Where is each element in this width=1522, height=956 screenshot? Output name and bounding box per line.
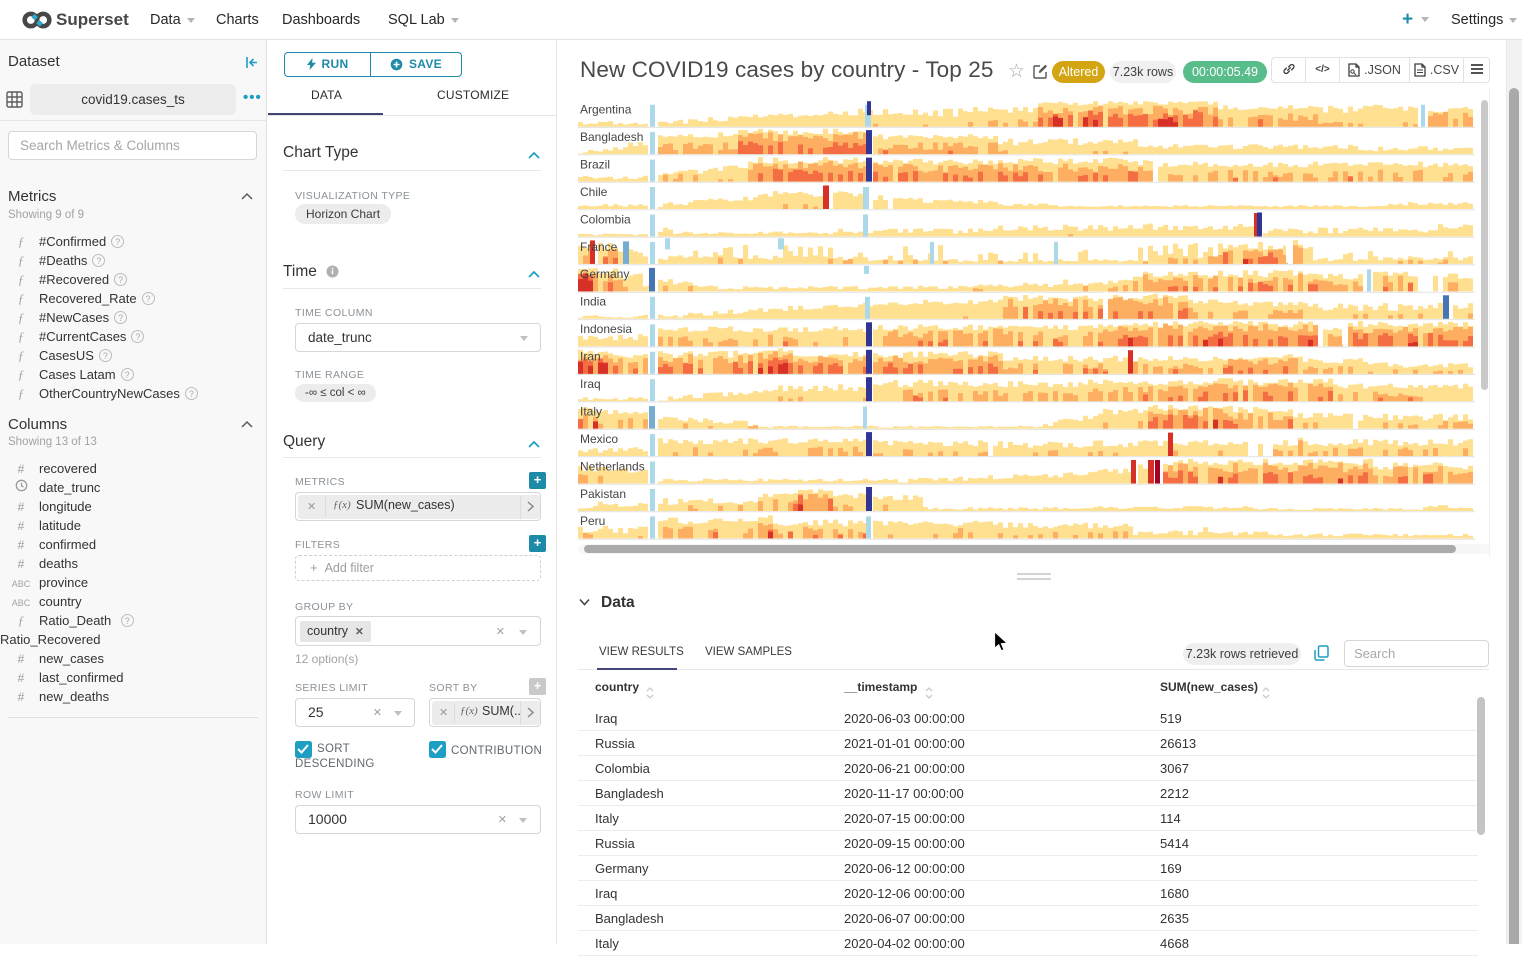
svg-text:Brazil: Brazil: [580, 157, 610, 171]
svg-text:Iraq: Iraq: [580, 377, 601, 391]
svg-text:Mexico: Mexico: [580, 432, 618, 446]
svg-text:Pakistan: Pakistan: [580, 487, 626, 501]
svg-text:Germany: Germany: [580, 267, 629, 281]
svg-text:Peru: Peru: [580, 514, 605, 528]
svg-text:Chile: Chile: [580, 185, 608, 199]
svg-text:India: India: [580, 295, 606, 309]
svg-text:Italy: Italy: [580, 404, 602, 418]
svg-text:Netherlands: Netherlands: [580, 459, 645, 473]
svg-text:Iran: Iran: [580, 350, 601, 364]
svg-text:Colombia: Colombia: [580, 212, 631, 226]
svg-text:Indonesia: Indonesia: [580, 322, 632, 336]
svg-text:Bangladesh: Bangladesh: [580, 130, 643, 144]
svg-text:Argentina: Argentina: [580, 103, 632, 117]
svg-text:France: France: [580, 240, 618, 254]
